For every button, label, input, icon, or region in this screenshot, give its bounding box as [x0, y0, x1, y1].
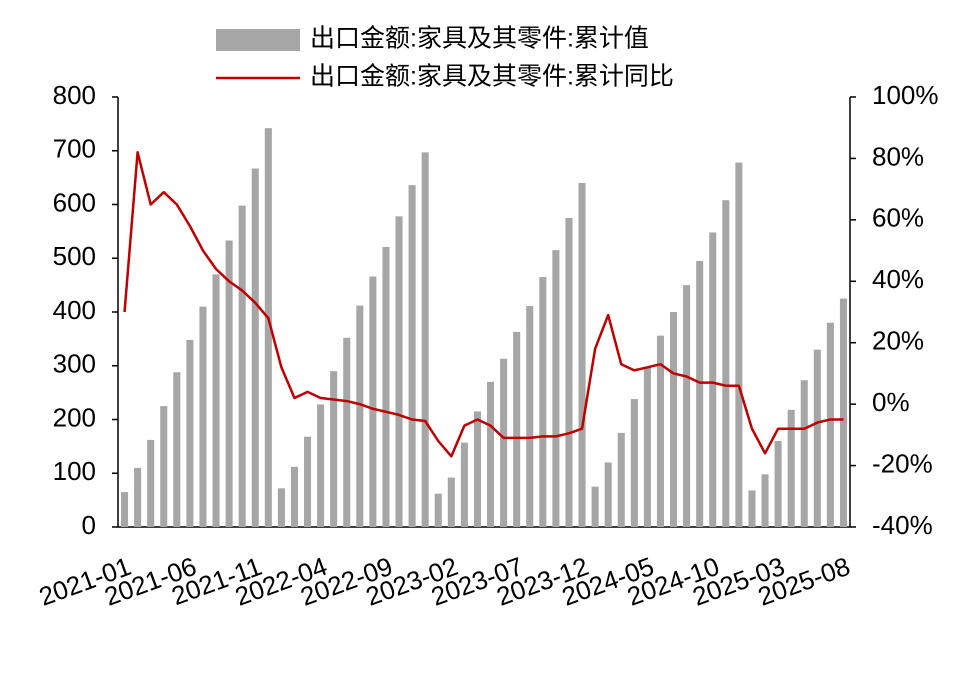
bar [447, 477, 455, 527]
y-tick-label: 200 [53, 402, 96, 432]
y2-tick-label: 60% [872, 203, 924, 233]
bar [709, 232, 717, 527]
y2-tick-label: -20% [872, 448, 933, 478]
bar [330, 371, 338, 527]
bar [617, 432, 625, 527]
legend-swatch [216, 29, 300, 51]
y-tick-label: 100 [53, 456, 96, 486]
bar [369, 276, 377, 527]
y-tick-label: 600 [53, 187, 96, 217]
bar [251, 168, 259, 528]
bar [173, 372, 181, 527]
y2-tick-label: 20% [872, 326, 924, 356]
bar [343, 337, 351, 527]
bar [839, 298, 847, 527]
bar [591, 486, 599, 527]
bar [643, 367, 651, 527]
bar [826, 322, 834, 527]
bar [735, 162, 743, 527]
bar [526, 306, 534, 527]
bar [408, 185, 416, 527]
legend-label: 出口金额:家具及其零件:累计值 [310, 25, 649, 53]
bar [121, 492, 129, 527]
bar [500, 358, 508, 527]
bar [513, 331, 521, 527]
bar [761, 474, 769, 527]
bar [382, 246, 390, 527]
bar [473, 411, 481, 527]
bar [160, 406, 168, 527]
bar [800, 380, 808, 527]
y-tick-label: 300 [53, 349, 96, 379]
bar [264, 128, 272, 528]
bar [356, 305, 364, 527]
bar [421, 152, 429, 528]
line [123, 151, 844, 458]
bar [238, 205, 246, 527]
bar [696, 260, 704, 527]
bar [722, 200, 730, 527]
bar [578, 183, 586, 527]
bar [290, 466, 298, 527]
y-tick-label: 500 [53, 241, 96, 271]
bar [225, 240, 233, 527]
bar [304, 436, 312, 527]
y2-tick-label: 40% [872, 264, 924, 294]
bar [199, 306, 207, 527]
bar [748, 490, 756, 527]
bar [774, 441, 782, 527]
y-tick-label: 0 [82, 510, 96, 540]
bar [395, 216, 403, 527]
y-tick-label: 700 [53, 134, 96, 164]
bar [539, 277, 547, 527]
y-tick-label: 400 [53, 295, 96, 325]
y2-tick-label: 0% [872, 387, 910, 417]
bar [604, 462, 612, 527]
bar [277, 488, 285, 527]
bar [134, 467, 142, 527]
bar [487, 381, 495, 527]
bar [813, 349, 821, 527]
bar [565, 217, 573, 527]
bar [317, 404, 325, 527]
bar [552, 250, 560, 527]
bar [434, 493, 442, 527]
bar [460, 442, 468, 527]
bar [186, 339, 194, 527]
y-tick-label: 800 [53, 80, 96, 110]
bar [656, 335, 664, 527]
y2-tick-label: -40% [872, 510, 933, 540]
bar [147, 439, 155, 527]
bar [212, 274, 220, 527]
bar [630, 399, 638, 527]
bar [787, 409, 795, 527]
y2-tick-label: 80% [872, 141, 924, 171]
y2-tick-label: 100% [872, 80, 939, 110]
bar [683, 285, 691, 527]
legend-label: 出口金额:家具及其零件:累计同比 [310, 63, 674, 91]
bar [670, 312, 678, 527]
